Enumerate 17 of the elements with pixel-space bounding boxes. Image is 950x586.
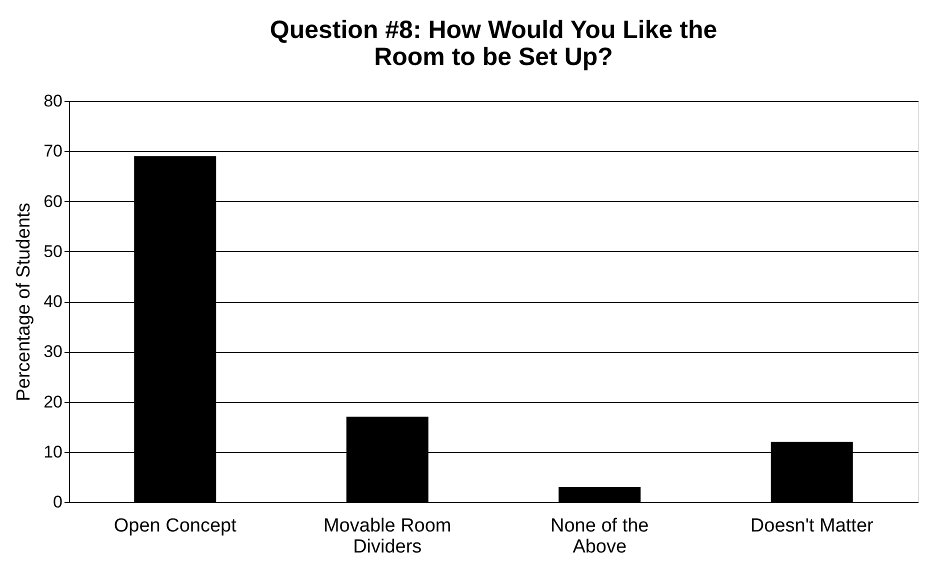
x-tick-label: Movable Room Dividers <box>323 516 452 558</box>
y-axis-title: Percentage of Students <box>14 202 35 402</box>
y-tick-label: 80 <box>44 92 62 110</box>
y-tick-label: 40 <box>44 292 62 311</box>
x-tick-label: Doesn't Matter <box>750 516 874 536</box>
y-tick-label: 60 <box>44 192 62 211</box>
x-tick-label: None of the Above <box>550 516 649 558</box>
y-tick-label: 50 <box>44 242 62 261</box>
y-tick-label: 20 <box>44 392 62 412</box>
text: Room to be Set Up? <box>374 43 613 71</box>
y-tick-label: 30 <box>44 342 62 362</box>
x-tick-label: Open Concept <box>114 516 238 536</box>
y-tick-label: 10 <box>44 442 62 462</box>
y-tick-label: 0 <box>53 492 62 512</box>
bar <box>558 486 641 502</box>
text: Question #8: How Would You Like the <box>270 16 718 44</box>
y-tick-label: 70 <box>44 142 62 161</box>
